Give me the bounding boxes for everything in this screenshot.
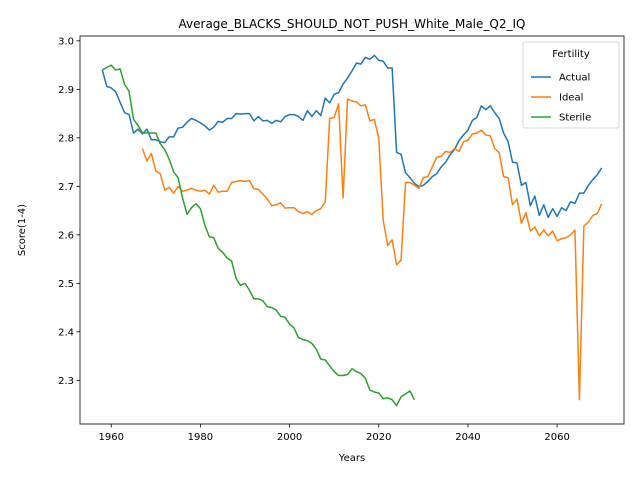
y-tick-label: 2.8 xyxy=(58,133,74,144)
legend: Fertility Actual Ideal Sterile xyxy=(522,41,620,129)
y-tick-label: 2.5 xyxy=(58,279,74,290)
y-tick-label: 2.4 xyxy=(58,327,74,338)
y-tick-label: 3.0 xyxy=(58,36,74,47)
plot-frame xyxy=(79,35,625,425)
y-tick-label: 2.6 xyxy=(58,230,74,241)
x-axis-label: Years xyxy=(338,453,365,464)
series-line-sterile xyxy=(101,64,416,407)
x-axis: 1960 1980 2000 2020 2040 2060 xyxy=(98,424,570,443)
x-tick-label: 2060 xyxy=(544,432,569,443)
y-tick-label: 2.9 xyxy=(58,85,74,96)
legend-title: Fertility xyxy=(552,49,590,60)
y-axis: 2.3 2.4 2.5 2.6 2.7 2.8 2.9 3.0 xyxy=(58,36,80,387)
x-tick-label: 2020 xyxy=(366,432,391,443)
plot-lines xyxy=(101,54,603,407)
y-tick-label: 2.7 xyxy=(58,182,74,193)
series-line-ideal xyxy=(141,98,603,401)
legend-box xyxy=(522,41,620,129)
x-tick-label: 1980 xyxy=(188,432,213,443)
y-tick-label: 2.3 xyxy=(58,376,74,387)
legend-label-ideal: Ideal xyxy=(559,93,583,104)
legend-label-actual: Actual xyxy=(559,73,590,84)
x-tick-label: 1960 xyxy=(98,432,123,443)
legend-label-sterile: Sterile xyxy=(559,113,591,124)
x-tick-label: 2000 xyxy=(277,432,302,443)
chart-title: Average_BLACKS_SHOULD_NOT_PUSH_White_Mal… xyxy=(179,17,526,31)
x-tick-label: 2040 xyxy=(455,432,480,443)
y-axis-label: Score(1-4) xyxy=(17,204,28,256)
series-line-actual xyxy=(101,54,603,219)
